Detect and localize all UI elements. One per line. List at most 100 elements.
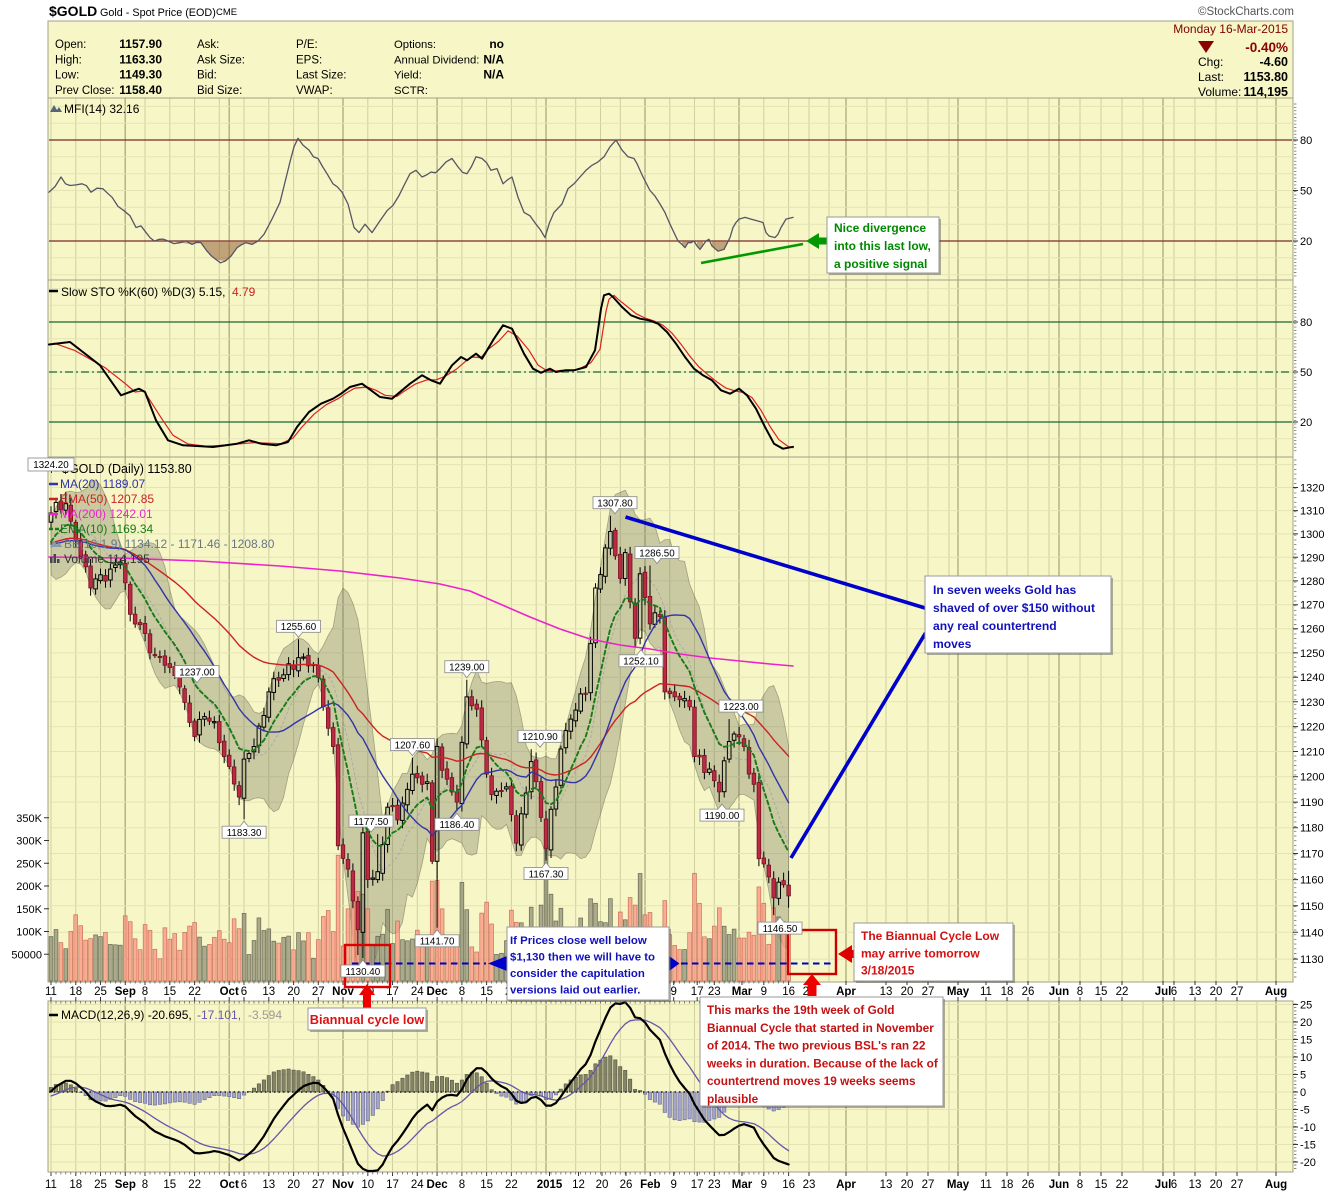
svg-text:20: 20 (1300, 1017, 1312, 1029)
svg-text:27: 27 (922, 986, 935, 998)
svg-text:1130: 1130 (1300, 954, 1324, 966)
svg-text:15: 15 (480, 986, 493, 998)
svg-text:Last Size:: Last Size: (296, 70, 347, 82)
svg-text:MA(200) 1242.01: MA(200) 1242.01 (60, 507, 153, 521)
svg-text:1223.00: 1223.00 (723, 702, 759, 713)
svg-text:Dec: Dec (427, 1179, 449, 1191)
svg-text:1200: 1200 (1300, 772, 1324, 784)
svg-text:Mar: Mar (732, 986, 753, 998)
svg-text:-20: -20 (1300, 1157, 1316, 1169)
svg-text:N/A: N/A (483, 68, 504, 82)
svg-text:EMA(10) 1169.34: EMA(10) 1169.34 (60, 522, 153, 536)
svg-text:-3.594: -3.594 (248, 1008, 282, 1022)
svg-text:May: May (947, 1179, 970, 1191)
svg-text:MFI(14) 32.16: MFI(14) 32.16 (64, 102, 140, 116)
svg-text:6: 6 (1171, 986, 1177, 998)
svg-text:MACD(12,26,9) -20.695,: MACD(12,26,9) -20.695, (61, 1008, 192, 1022)
svg-text:1146.50: 1146.50 (763, 924, 798, 935)
svg-text:16: 16 (782, 986, 795, 998)
svg-text:1157.90: 1157.90 (119, 37, 162, 51)
svg-text:1260: 1260 (1300, 624, 1324, 636)
svg-text:26: 26 (620, 1179, 633, 1191)
svg-text:27: 27 (1231, 986, 1244, 998)
svg-text:$GOLD (Daily) 1153.80: $GOLD (Daily) 1153.80 (62, 462, 192, 476)
svg-text:SCTR:: SCTR: (394, 85, 428, 97)
svg-text:13: 13 (1189, 986, 1202, 998)
svg-text:Biannual Cycle that started in: Biannual Cycle that started in November (707, 1021, 934, 1035)
svg-text:8: 8 (459, 1179, 465, 1191)
svg-text:80: 80 (1300, 317, 1312, 329)
svg-text:26: 26 (1022, 1179, 1035, 1191)
svg-text:9: 9 (670, 986, 676, 998)
svg-text:6: 6 (241, 1179, 247, 1191)
svg-text:8: 8 (142, 986, 148, 998)
svg-text:1180: 1180 (1300, 823, 1324, 835)
svg-text:1149.30: 1149.30 (119, 68, 162, 82)
svg-text:27: 27 (312, 986, 325, 998)
svg-text:consider the capitulation: consider the capitulation (510, 968, 645, 980)
svg-text:Aug: Aug (1265, 1179, 1287, 1191)
svg-text:1240: 1240 (1300, 672, 1324, 684)
svg-text:11: 11 (45, 986, 57, 998)
svg-text:15: 15 (163, 986, 176, 998)
svg-text:80: 80 (1300, 135, 1312, 147)
svg-text:18: 18 (1001, 1179, 1014, 1191)
svg-text:5: 5 (1300, 1070, 1306, 1082)
svg-text:1280: 1280 (1300, 576, 1324, 588)
svg-text:may arrive tomorrow: may arrive tomorrow (861, 946, 980, 960)
svg-text:1160: 1160 (1300, 875, 1324, 887)
svg-text:17: 17 (386, 1179, 399, 1191)
svg-text:Chg:: Chg: (1198, 55, 1223, 69)
svg-text:Jun: Jun (1049, 1179, 1069, 1191)
svg-text:©StockCharts.com: ©StockCharts.com (1198, 6, 1294, 18)
svg-text:1158.40: 1158.40 (119, 83, 162, 97)
svg-text:13: 13 (880, 1179, 893, 1191)
svg-text:200K: 200K (16, 881, 42, 893)
svg-text:13: 13 (262, 1179, 275, 1191)
svg-text:23: 23 (803, 1179, 816, 1191)
svg-text:1220: 1220 (1300, 722, 1324, 734)
svg-text:Ask Size:: Ask Size: (197, 54, 245, 66)
svg-text:Mar: Mar (732, 1179, 753, 1191)
svg-text:$1,130 then we will have to: $1,130 then we will have to (510, 952, 655, 964)
svg-text:22: 22 (505, 1179, 518, 1191)
svg-text:100K: 100K (16, 927, 42, 939)
svg-text:9: 9 (670, 1179, 676, 1191)
svg-text:17: 17 (691, 1179, 704, 1191)
svg-text:In seven weeks Gold has: In seven weeks Gold has (933, 583, 1076, 597)
svg-text:23: 23 (708, 1179, 721, 1191)
svg-text:Open:: Open: (55, 39, 86, 51)
svg-text:1190.00: 1190.00 (705, 811, 740, 822)
svg-text:13: 13 (880, 986, 893, 998)
svg-text:11: 11 (980, 986, 992, 998)
svg-text:23: 23 (708, 986, 721, 998)
svg-text:11: 11 (45, 1179, 57, 1191)
svg-text:1163.30: 1163.30 (119, 52, 162, 66)
svg-text:Slow STO %K(60) %D(3) 5.15,: Slow STO %K(60) %D(3) 5.15, (61, 285, 226, 299)
svg-text:1130.40: 1130.40 (346, 967, 381, 978)
svg-text:-4.60: -4.60 (1260, 55, 1289, 69)
svg-text:8: 8 (142, 1179, 148, 1191)
svg-text:50: 50 (1300, 186, 1312, 198)
svg-text:15: 15 (163, 1179, 176, 1191)
svg-text:1177.50: 1177.50 (354, 817, 389, 828)
svg-text:8: 8 (1077, 986, 1083, 998)
svg-text:1153.80: 1153.80 (1244, 70, 1289, 84)
svg-text:1310: 1310 (1300, 506, 1324, 518)
svg-text:150K: 150K (16, 904, 42, 916)
svg-text:25: 25 (1300, 1000, 1312, 1012)
svg-text:2015: 2015 (537, 1179, 563, 1191)
svg-text:any real countertrend: any real countertrend (933, 619, 1057, 633)
svg-text:1190: 1190 (1300, 797, 1324, 809)
svg-text:16: 16 (782, 1179, 795, 1191)
svg-text:1170: 1170 (1300, 849, 1324, 861)
svg-text:-5: -5 (1300, 1105, 1310, 1117)
svg-text:24: 24 (411, 1179, 424, 1191)
svg-text:18: 18 (1001, 986, 1014, 998)
svg-text:250K: 250K (16, 858, 42, 870)
svg-text:12: 12 (572, 1179, 585, 1191)
svg-text:Jul: Jul (1155, 986, 1172, 998)
svg-text:Nice divergence: Nice divergence (834, 221, 926, 235)
svg-text:8: 8 (459, 986, 465, 998)
svg-text:countertrend moves 19 weeks se: countertrend moves 19 weeks seems (707, 1074, 916, 1088)
